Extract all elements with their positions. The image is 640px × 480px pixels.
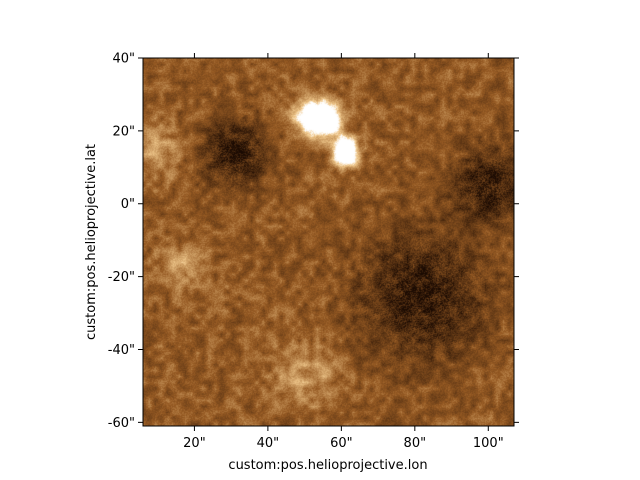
y-axis-label: custom:pos.helioprojective.lat bbox=[84, 144, 99, 340]
solar-image-heatmap bbox=[143, 58, 514, 426]
x-tick-label: 20" bbox=[183, 436, 206, 451]
x-tick-label: 40" bbox=[257, 436, 280, 451]
y-axis: 40" 20" 0" -20" -40" -60" bbox=[108, 52, 519, 431]
y-tick-label: 20" bbox=[112, 124, 135, 139]
x-tick-label: 80" bbox=[404, 436, 427, 451]
x-tick-label: 100" bbox=[473, 436, 504, 451]
x-tick-label: 60" bbox=[330, 436, 353, 451]
x-axis-label: custom:pos.helioprojective.lon bbox=[228, 458, 427, 473]
plot-area bbox=[142, 57, 515, 427]
solar-image-container bbox=[143, 58, 514, 426]
y-tick-label: -20" bbox=[108, 270, 135, 285]
y-tick-label: 0" bbox=[121, 197, 135, 212]
plot-frame bbox=[142, 57, 515, 427]
y-tick-label: 40" bbox=[112, 52, 135, 67]
y-tick-label: -60" bbox=[108, 416, 135, 431]
y-tick-label: -40" bbox=[108, 343, 135, 358]
x-axis: 20" 40" 60" 80" 100" bbox=[183, 53, 504, 451]
